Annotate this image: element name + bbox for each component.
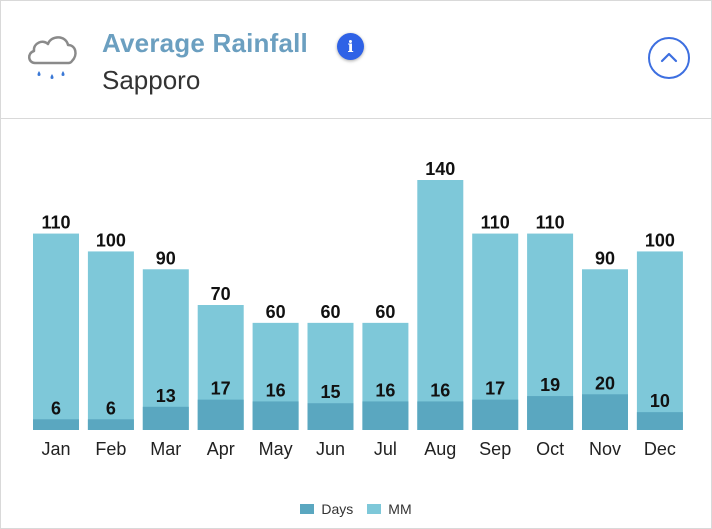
x-tick-label: Dec (644, 439, 676, 459)
days-bar (582, 394, 628, 430)
days-bar (142, 406, 189, 430)
mm-bar (33, 233, 79, 430)
mm-bar (417, 180, 464, 430)
x-tick-label: Mar (150, 439, 181, 459)
chevron-up-icon (660, 52, 678, 63)
mm-data-label: 60 (375, 302, 395, 322)
days-data-label: 16 (266, 380, 286, 400)
legend-item-mm[interactable]: MM (367, 501, 412, 517)
mm-data-label: 70 (211, 284, 231, 304)
legend-item-days[interactable]: Days (300, 501, 353, 517)
x-tick-label: Jul (374, 439, 397, 459)
days-bar (472, 399, 519, 430)
collapse-button[interactable] (648, 37, 690, 79)
mm-data-label: 60 (320, 302, 340, 322)
days-data-label: 17 (211, 379, 231, 399)
x-tick-label: Sep (479, 439, 511, 459)
info-glyph: i (347, 37, 354, 56)
mm-data-label: 100 (645, 230, 675, 250)
chart-subtitle: Sapporo (102, 65, 201, 95)
info-icon[interactable]: i (337, 33, 364, 60)
days-data-label: 6 (106, 398, 116, 418)
days-data-label: 19 (540, 375, 560, 395)
mm-data-label: 140 (425, 159, 455, 179)
mm-data-label: 110 (536, 213, 565, 233)
days-data-label: 6 (51, 398, 61, 418)
days-data-label: 16 (375, 380, 395, 400)
days-bar (252, 401, 299, 430)
mm-bar (142, 269, 189, 430)
days-data-label: 15 (320, 382, 340, 402)
mm-data-label: 110 (41, 213, 70, 233)
days-bar (307, 403, 354, 430)
mm-data-label: 60 (266, 302, 286, 322)
cloud-rain-icon (28, 36, 77, 79)
days-data-label: 20 (595, 373, 615, 393)
card-header: Average Rainfall Sapporo i (1, 1, 711, 119)
x-tick-label: Jun (316, 439, 345, 459)
days-data-label: 13 (156, 386, 176, 406)
days-data-label: 16 (430, 380, 450, 400)
legend-label-days: Days (321, 501, 354, 517)
days-data-label: 17 (485, 379, 505, 399)
x-tick-label: Apr (207, 439, 235, 459)
mm-data-label: 100 (96, 230, 126, 250)
rainfall-chart: 110 6 Jan 100 6 Feb 90 13 Mar 70 17 Apr 60 16 May 60 15 J… (33, 159, 683, 459)
x-tick-label: Nov (589, 439, 621, 459)
days-bar (197, 399, 244, 430)
mm-bar (87, 251, 134, 430)
chart-legend: Days MM (1, 499, 711, 519)
x-tick-label: Jan (41, 439, 70, 459)
x-tick-label: Oct (536, 439, 564, 459)
mm-data-label: 110 (481, 213, 510, 233)
legend-swatch-days (300, 504, 315, 514)
mm-data-label: 90 (156, 248, 176, 268)
chart-title: Average Rainfall (102, 28, 308, 58)
mm-data-label: 90 (595, 248, 615, 268)
x-tick-label: Aug (424, 439, 456, 459)
legend-swatch-mm (367, 504, 382, 514)
x-tick-label: Feb (95, 439, 126, 459)
days-bar (33, 419, 79, 430)
days-bar (362, 401, 409, 430)
days-bar (527, 396, 574, 430)
days-bar (87, 419, 134, 430)
mm-bar (472, 233, 519, 430)
x-tick-label: May (259, 439, 293, 459)
days-bar (636, 412, 683, 430)
mm-bar (636, 251, 683, 430)
days-data-label: 10 (650, 391, 670, 411)
days-bar (417, 401, 464, 430)
legend-label-mm: MM (388, 501, 412, 517)
